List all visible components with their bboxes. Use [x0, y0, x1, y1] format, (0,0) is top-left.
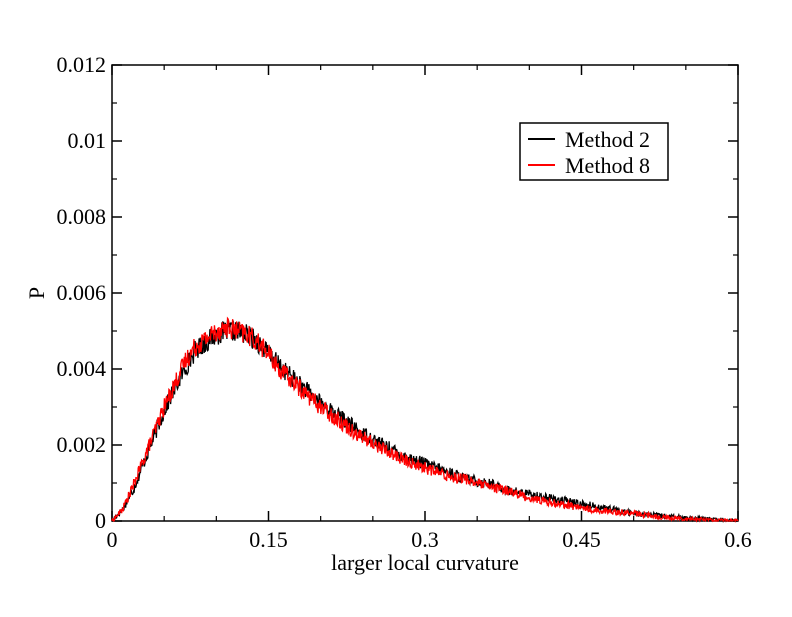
x-tick-label: 0.3: [411, 527, 439, 552]
x-axis: 0 0.15 0.3 0.45 0.6: [107, 65, 752, 552]
legend: Method 2 Method 8: [519, 122, 669, 181]
legend-label-method-8: Method 8: [565, 153, 650, 178]
y-tick-label: 0.008: [57, 204, 107, 229]
x-tick-label: 0.45: [562, 527, 601, 552]
y-tick-label: 0.004: [57, 356, 107, 381]
x-tick-label: 0: [107, 527, 118, 552]
y-tick-label: 0.002: [57, 432, 107, 457]
series-line-method-8: [111, 316, 739, 524]
series-lines: [111, 316, 739, 524]
y-tick-label: 0.012: [57, 52, 107, 77]
legend-label-method-2: Method 2: [565, 127, 650, 152]
y-tick-label: 0.006: [57, 280, 107, 305]
y-axis-label: P: [24, 287, 49, 299]
y-axis: 0 0.002 0.004 0.006 0.008 0.01 0.012: [57, 52, 738, 533]
x-axis-label: larger local curvature: [331, 550, 519, 575]
series-line-method-2: [111, 319, 739, 524]
y-tick-label: 0: [95, 508, 106, 533]
x-tick-label: 0.6: [724, 527, 752, 552]
x-tick-label: 0.15: [249, 527, 288, 552]
legend-box: [519, 122, 669, 181]
y-tick-label: 0.01: [68, 128, 107, 153]
